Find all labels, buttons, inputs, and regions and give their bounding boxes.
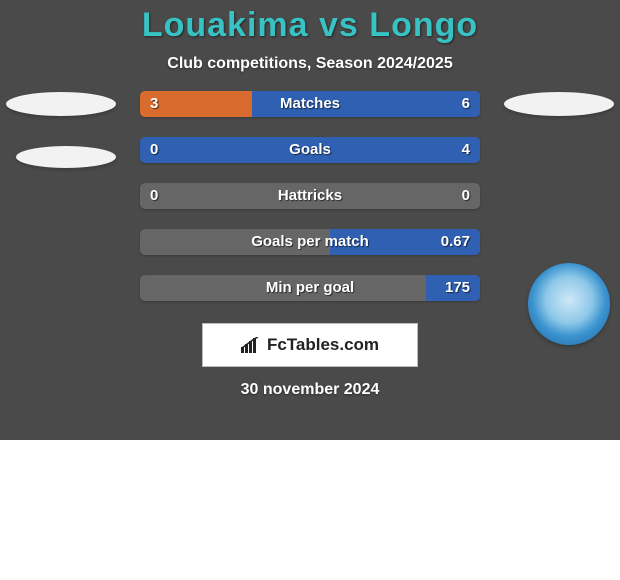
brand-box[interactable]: FcTables.com (202, 323, 418, 367)
comparison-card: Louakima vs Longo Club competitions, Sea… (0, 0, 620, 440)
bar-track (140, 91, 480, 117)
vs-text: vs (319, 6, 359, 44)
brand-text: FcTables.com (267, 335, 379, 355)
player1-name: Louakima (142, 6, 309, 44)
subtitle: Club competitions, Season 2024/2025 (0, 55, 620, 73)
stat-row: 04Goals (0, 137, 620, 183)
date-text: 30 november 2024 (0, 381, 620, 399)
bar-track (140, 137, 480, 163)
bar-right (252, 91, 480, 117)
value-right: 175 (445, 275, 470, 301)
stat-row: 175Min per goal (0, 275, 620, 321)
bar-track (140, 275, 480, 301)
stat-row: 36Matches (0, 91, 620, 137)
chart-bars-icon (241, 337, 261, 353)
value-left: 0 (150, 183, 158, 209)
stat-row: 0.67Goals per match (0, 229, 620, 275)
page-title: Louakima vs Longo (0, 6, 620, 45)
bar-right (140, 137, 480, 163)
value-right: 0.67 (441, 229, 470, 255)
value-left: 3 (150, 91, 158, 117)
value-right: 0 (462, 183, 470, 209)
bar-track (140, 229, 480, 255)
value-right: 6 (462, 91, 470, 117)
bar-track (140, 183, 480, 209)
stats-container: 36Matches04Goals00Hattricks0.67Goals per… (0, 91, 620, 321)
player2-name: Longo (369, 6, 478, 44)
value-right: 4 (462, 137, 470, 163)
value-left: 0 (150, 137, 158, 163)
stat-row: 00Hattricks (0, 183, 620, 229)
